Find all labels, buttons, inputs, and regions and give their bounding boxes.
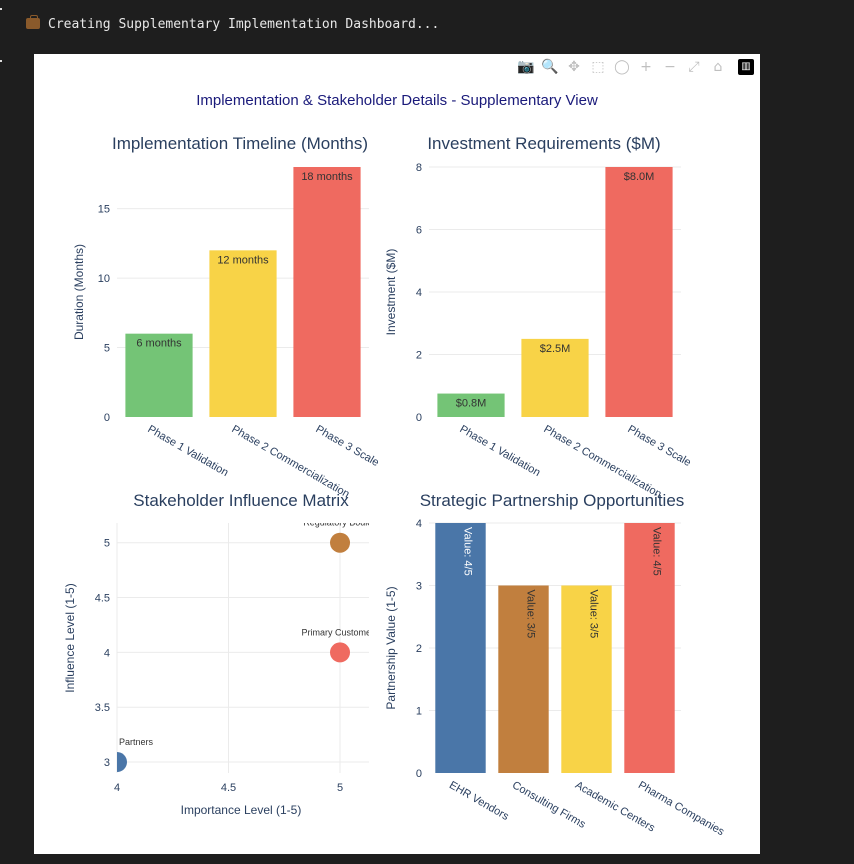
bar [437, 393, 505, 417]
y-tick-label: 1 [416, 706, 422, 718]
bar-value-label: Value: 4/5 [651, 527, 663, 576]
y-tick-label: 0 [104, 412, 110, 424]
bar-value-label: Value: 3/5 [588, 590, 600, 639]
subplot-title: Investment Requirements ($M) [427, 134, 660, 153]
y-axis-title: Duration (Months) [72, 244, 86, 340]
y-tick-label: 4 [104, 647, 110, 659]
subplot-title: Stakeholder Influence Matrix [133, 491, 349, 510]
bar [293, 167, 361, 417]
bar-value-label: 12 months [217, 254, 269, 266]
bar [521, 338, 589, 417]
y-tick-label: 5 [104, 538, 110, 550]
zoom-in-icon[interactable]: + [640, 59, 652, 75]
bar [435, 523, 486, 773]
y-tick-label: 4.5 [95, 593, 110, 605]
console-output: Creating Supplementary Implementation Da… [26, 15, 440, 32]
y-axis-title: Investment ($M) [384, 249, 398, 336]
bar [605, 167, 673, 417]
x-tick-label: 4 [114, 782, 120, 794]
point-label: Regulatory Bodies [303, 518, 377, 528]
console-message: Creating Supplementary Implementation Da… [48, 17, 440, 32]
y-tick-label: 10 [98, 273, 110, 285]
scatter-point [330, 642, 351, 663]
bar-value-label: Value: 4/5 [462, 527, 474, 576]
y-tick-label: 5 [104, 343, 110, 355]
x-tick-label: Phase 3 Scale [626, 423, 693, 469]
modebar: 📷 🔍 ✥ ⬚ ◯ + − ⤢ ⌂ ▥ [516, 58, 754, 76]
point-label: Primary Customers [302, 627, 380, 637]
y-tick-label: 0 [416, 768, 422, 780]
bar-value-label: 6 months [136, 338, 182, 350]
subplot-title: Implementation Timeline (Months) [112, 134, 368, 153]
y-tick-label: 8 [416, 162, 422, 174]
edge-marker [0, 60, 2, 62]
bar [624, 523, 675, 773]
y-tick-label: 6 [416, 225, 422, 237]
figure-svg: Implementation & Stakeholder Details - S… [63, 92, 727, 838]
briefcase-icon [26, 15, 40, 29]
x-tick-label: Phase 1 Validation [458, 423, 543, 479]
x-tick-label: Phase 1 Validation [146, 423, 231, 479]
figure-panel: 📷 🔍 ✥ ⬚ ◯ + − ⤢ ⌂ ▥ Implementation & Stakeholder … [34, 54, 760, 854]
x-axis-title: Importance Level (1-5) [181, 803, 302, 817]
lasso-icon[interactable]: ◯ [614, 59, 630, 75]
y-tick-label: 4 [416, 287, 422, 299]
bar-value-label: 18 months [301, 171, 353, 183]
scatter-point [117, 752, 127, 773]
y-tick-label: 15 [98, 204, 110, 216]
scatter-point [330, 532, 351, 553]
y-tick-label: 2 [416, 643, 422, 655]
subplot-title: Strategic Partnership Opportunities [420, 491, 685, 510]
box-select-icon[interactable]: ⬚ [591, 59, 605, 75]
figure-title: Implementation & Stakeholder Details - S… [196, 92, 598, 109]
y-axis-title: Influence Level (1-5) [63, 583, 77, 692]
autoscale-icon[interactable]: ⤢ [688, 59, 700, 75]
bar [125, 333, 193, 417]
x-tick-label: Phase 3 Scale [314, 423, 381, 469]
plotly-logo-icon[interactable]: ▥ [738, 59, 754, 75]
bar-value-label: Value: 3/5 [525, 590, 537, 639]
y-tick-label: 4 [416, 518, 422, 530]
edge-marker [0, 8, 2, 10]
reset-axes-icon[interactable]: ⌂ [713, 59, 723, 75]
bar-value-label: $8.0M [624, 171, 655, 183]
point-label: Strategic Partners [81, 737, 154, 747]
y-tick-label: 3 [416, 581, 422, 593]
x-tick-label: EHR Vendors [447, 779, 511, 823]
bar [209, 250, 277, 417]
zoom-out-icon[interactable]: − [664, 59, 676, 75]
y-axis-title: Partnership Value (1-5) [384, 586, 398, 709]
y-tick-label: 2 [416, 350, 422, 362]
y-tick-label: 3.5 [95, 702, 110, 714]
y-tick-label: 3 [104, 757, 110, 769]
x-tick-label: 5 [337, 782, 343, 794]
camera-icon[interactable]: 📷 [517, 59, 535, 75]
pan-icon[interactable]: ✥ [568, 59, 580, 75]
bar-value-label: $0.8M [456, 398, 487, 410]
x-tick-label: 4.5 [221, 782, 236, 794]
bar-value-label: $2.5M [540, 343, 571, 355]
zoom-icon[interactable]: 🔍 [541, 59, 559, 75]
bar [498, 585, 549, 773]
bar [561, 585, 612, 773]
y-tick-label: 0 [416, 412, 422, 424]
